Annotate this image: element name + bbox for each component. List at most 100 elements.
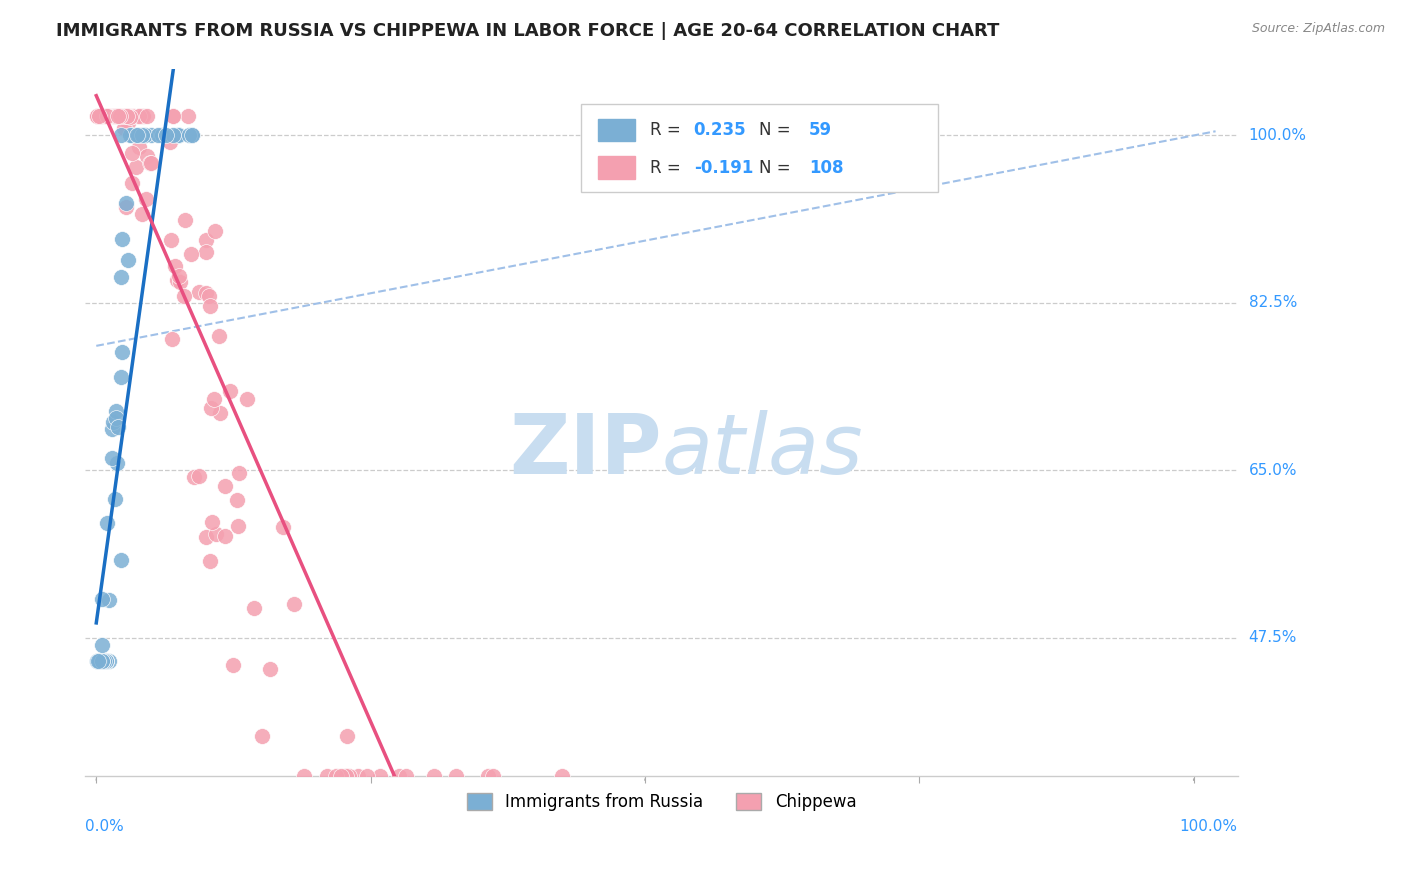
Point [204, 224, 226, 238]
Point [128, 139, 150, 153]
Point [188, 285, 211, 299]
Point [115, 109, 138, 123]
Point [222, 658, 245, 673]
Text: 100.0%: 100.0% [1180, 819, 1237, 834]
Point [195, 233, 218, 247]
Point [347, 769, 370, 783]
Text: 59: 59 [808, 121, 832, 139]
Point [200, 401, 222, 415]
Point [214, 529, 236, 543]
Point [356, 769, 378, 783]
Point [86, 655, 108, 669]
Point [90, 655, 112, 669]
Point [87, 655, 110, 669]
Point [339, 769, 361, 783]
Text: 47.5%: 47.5% [1249, 630, 1296, 645]
Text: R =: R = [650, 159, 686, 177]
Point [115, 109, 138, 123]
Point [283, 598, 305, 612]
Point [115, 109, 138, 123]
Point [121, 128, 143, 143]
Point [115, 109, 138, 123]
Point [131, 109, 153, 123]
Text: 108: 108 [808, 159, 844, 177]
Point [108, 109, 131, 123]
Text: R =: R = [650, 121, 686, 139]
Point [166, 128, 188, 143]
Point [181, 128, 204, 143]
Text: -0.191: -0.191 [693, 159, 754, 177]
Point [169, 275, 191, 289]
Point [174, 213, 197, 227]
Point [128, 109, 150, 123]
Point [423, 769, 446, 783]
Point [259, 662, 281, 676]
FancyBboxPatch shape [598, 119, 636, 142]
Point [94, 655, 117, 669]
Point [90, 638, 112, 652]
Point [183, 469, 205, 483]
Point [115, 109, 138, 123]
Point [162, 109, 184, 123]
Point [86, 109, 108, 123]
Point [329, 769, 352, 783]
Point [160, 332, 183, 346]
Point [120, 110, 142, 124]
Point [101, 109, 124, 123]
Point [115, 200, 138, 214]
Point [90, 655, 112, 669]
Point [87, 109, 110, 123]
Point [292, 769, 315, 783]
Point [104, 109, 127, 123]
Point [325, 769, 347, 783]
Point [117, 253, 139, 268]
Point [90, 109, 112, 123]
Point [228, 519, 250, 533]
Point [218, 384, 240, 398]
Point [87, 655, 110, 669]
Point [90, 655, 112, 669]
Point [395, 769, 418, 783]
Text: N =: N = [759, 159, 796, 177]
Point [89, 655, 111, 669]
Point [228, 466, 250, 480]
Point [204, 527, 226, 541]
Point [551, 769, 574, 783]
Text: ZIP: ZIP [509, 410, 661, 491]
Point [87, 109, 110, 123]
Text: 82.5%: 82.5% [1249, 295, 1296, 310]
Point [131, 128, 153, 143]
Point [180, 247, 202, 261]
Point [132, 109, 155, 123]
Point [214, 478, 236, 492]
Point [162, 109, 184, 123]
Point [208, 328, 231, 343]
Point [135, 149, 157, 163]
Point [167, 268, 190, 283]
Point [127, 128, 149, 143]
Point [110, 128, 132, 143]
Point [105, 411, 128, 425]
Point [98, 109, 121, 123]
Text: IMMIGRANTS FROM RUSSIA VS CHIPPEWA IN LABOR FORCE | AGE 20-64 CORRELATION CHART: IMMIGRANTS FROM RUSSIA VS CHIPPEWA IN LA… [56, 22, 1000, 40]
Point [155, 128, 177, 143]
FancyBboxPatch shape [598, 156, 636, 179]
Point [181, 128, 204, 143]
Point [91, 591, 114, 606]
Point [118, 128, 141, 143]
Point [94, 655, 117, 669]
Point [114, 121, 136, 136]
Point [117, 116, 139, 130]
Point [104, 109, 127, 123]
Point [107, 420, 129, 434]
Point [91, 109, 114, 123]
Point [86, 109, 108, 123]
Point [195, 530, 218, 544]
Point [159, 233, 181, 247]
Text: N =: N = [759, 121, 796, 139]
Point [167, 128, 190, 143]
Point [101, 450, 124, 465]
Point [163, 259, 186, 273]
Point [139, 155, 162, 169]
Point [195, 285, 218, 300]
